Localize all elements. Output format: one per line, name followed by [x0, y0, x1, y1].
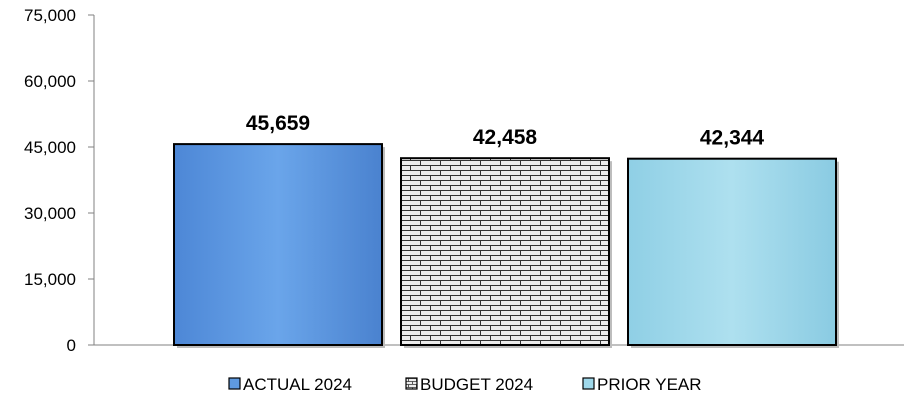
y-tick-label: 30,000 — [24, 204, 76, 223]
y-tick-label: 15,000 — [24, 270, 76, 289]
legend-swatch — [582, 377, 595, 390]
y-tick-label: 75,000 — [24, 6, 76, 25]
data-label: 42,458 — [473, 126, 538, 149]
bar-budget-2024 — [400, 157, 610, 346]
legend-swatch — [228, 377, 241, 390]
legend-label: BUDGET 2024 — [420, 375, 533, 394]
bars — [173, 143, 839, 348]
y-tick-label: 60,000 — [24, 72, 76, 91]
legend-item: ACTUAL 2024 — [228, 375, 352, 394]
bar-prior-year — [627, 157, 837, 346]
data-label: 42,344 — [700, 127, 765, 150]
legend-item: PRIOR YEAR — [582, 375, 702, 394]
legend-label: ACTUAL 2024 — [243, 375, 352, 394]
y-tick-label: 45,000 — [24, 138, 76, 157]
legend: ACTUAL 2024 BUDGET 2024 PRIOR YEAR — [228, 375, 702, 394]
bar-actual-2024 — [173, 143, 383, 346]
legend-item: BUDGET 2024 — [405, 375, 533, 394]
legend-label: PRIOR YEAR — [597, 375, 702, 394]
data-label: 45,659 — [246, 112, 310, 135]
axes: 0 15,000 30,000 45,000 60,000 75,000 — [24, 6, 904, 355]
y-tick-label: 0 — [67, 336, 76, 355]
legend-swatch — [405, 377, 418, 390]
data-labels: 45,659 42,458 42,344 — [246, 112, 765, 150]
